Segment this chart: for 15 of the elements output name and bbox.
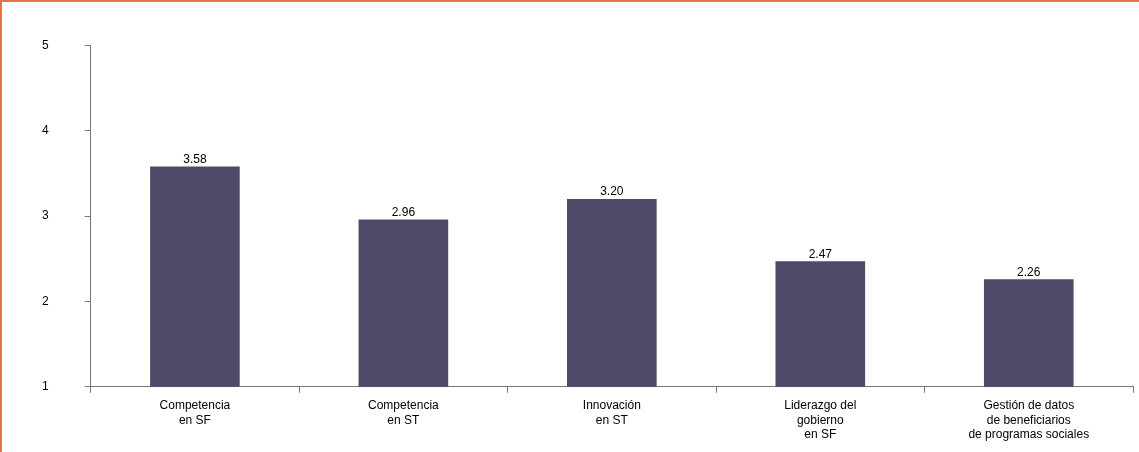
y-tick-label: 3 — [41, 208, 49, 223]
x-tick-label: Innovación en ST — [582, 398, 641, 427]
x-tick-label: Competencia en ST — [368, 398, 440, 427]
y-tick-label: 2 — [41, 293, 49, 308]
data-label: 2.47 — [808, 246, 833, 261]
x-tick-label: Liderazgo del gobierno en SF — [784, 398, 857, 442]
data-label: 2.26 — [1017, 264, 1041, 279]
y-tick-label: 5 — [41, 37, 49, 52]
data-label: 3.58 — [183, 151, 207, 166]
y-tick-label: 4 — [41, 122, 49, 137]
data-label: 2.96 — [391, 204, 416, 219]
x-tick-label: Gestión de datos de beneficiarios de programas sociales — [968, 398, 1090, 442]
data-label: 3.20 — [600, 184, 624, 199]
y-tick-label: 1 — [41, 379, 49, 394]
x-tick-label: Competencia en SF — [159, 398, 231, 427]
